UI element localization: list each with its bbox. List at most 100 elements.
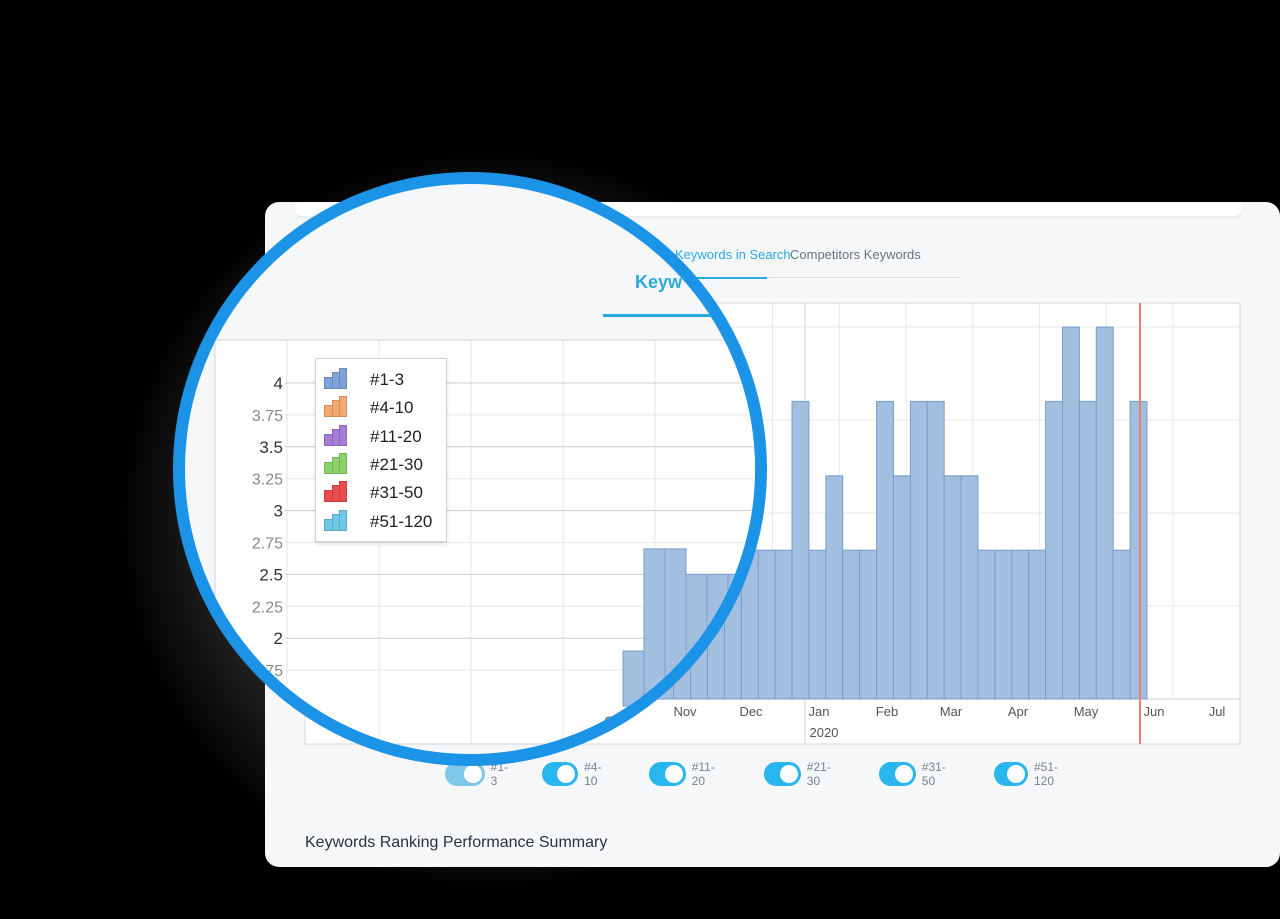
bar-chart-icon — [322, 452, 347, 475]
bar — [859, 549, 878, 700]
bar — [1129, 400, 1148, 700]
x-tick-label: Jun — [1144, 704, 1165, 719]
bar — [757, 549, 776, 700]
y-tick-label: 3.75 — [252, 408, 283, 425]
y-tick-label: 3 — [274, 502, 283, 521]
bar-chart-icon — [322, 368, 347, 390]
bar — [1028, 549, 1047, 700]
bar — [977, 549, 996, 700]
summary-title: Keywords Ranking Performance Summary — [305, 834, 608, 851]
bar — [1078, 400, 1097, 700]
toggle-knob — [779, 765, 798, 783]
legend-label: #31-50 — [370, 483, 423, 503]
zoomed-tab-indicator — [603, 314, 743, 317]
bar-chart-icon — [322, 509, 347, 532]
tab-bar: Keywords in Search Competitors Keywords — [265, 202, 1280, 302]
toggle-range-11-20[interactable]: #11-20 — [649, 760, 722, 788]
bar — [994, 549, 1013, 700]
tab-competitors-keywords[interactable]: Competitors Keywords — [790, 247, 921, 262]
zoomed-chart: 4 3.75 3.5 3.25 3 2.75 2.5 2.25 2 1.75 Oct — [214, 339, 755, 745]
legend-label: #51-120 — [370, 511, 433, 531]
zoom-bar — [622, 650, 645, 707]
bar — [926, 400, 945, 700]
tab-underline — [767, 277, 961, 278]
x-tick-label: Feb — [876, 704, 898, 719]
bar — [960, 475, 979, 700]
zoom-bar — [664, 548, 687, 707]
tab-keywords-in-search[interactable]: Keywords in Search — [675, 247, 791, 262]
toggle-label: #21-30 — [806, 760, 831, 788]
y-tick-label: 2.25 — [252, 599, 283, 616]
x-tick-label: Jul — [1209, 704, 1226, 719]
toggle-range-4-10[interactable]: #4-10 — [542, 760, 609, 788]
active-tab-indicator — [665, 277, 767, 279]
x-tick-label: Apr — [1008, 704, 1029, 719]
toggle-knob — [1007, 765, 1025, 783]
icon-bar — [339, 424, 347, 446]
magnifier-zoom: 4 3.75 3.5 3.25 3 2.75 2.5 2.25 2 1.75 Oct Keyw #1… — [173, 172, 767, 766]
legend-item: #51-120 — [322, 509, 433, 533]
icon-bar — [339, 368, 347, 389]
legend-item: #11-20 — [322, 424, 422, 448]
y-tick-label: 1.75 — [252, 663, 283, 680]
legend-label: #1-3 — [370, 370, 405, 389]
bar-chart-icon — [322, 481, 347, 503]
y-tick-label: 3.5 — [259, 438, 283, 457]
x-tick-label: Mar — [940, 704, 963, 719]
icon-bar — [339, 481, 347, 503]
y-tick-label: 2.5 — [259, 565, 283, 584]
zoom-bar — [706, 573, 729, 707]
legend-item: #1-3 — [322, 368, 405, 391]
bar — [825, 475, 844, 700]
chart-legend: #1-3 #4-10 #11-20 #21-30 #31-50 #51-120 — [315, 358, 447, 542]
toggle-switch[interactable] — [649, 762, 686, 786]
bar — [774, 549, 793, 700]
legend-label: #4-10 — [370, 398, 414, 418]
bar — [909, 400, 928, 700]
toggle-switch[interactable] — [542, 762, 579, 786]
bar-chart-icon — [322, 424, 347, 447]
toggle-range-21-30[interactable]: #21-30 — [764, 760, 838, 788]
bar — [943, 475, 962, 700]
toggle-knob — [557, 765, 576, 783]
toggle-range-51-120[interactable]: #51-120 — [994, 760, 1068, 788]
toggle-range-31-50[interactable]: #31-50 — [879, 760, 953, 788]
toggle-knob — [463, 765, 482, 783]
toggle-switch[interactable] — [764, 762, 801, 786]
zoom-x-tick-label: Oct — [604, 713, 626, 729]
legend-item: #21-30 — [322, 452, 423, 476]
zoom-bar — [727, 573, 750, 707]
icon-bar — [339, 452, 347, 474]
y-tick-label: 4 — [274, 374, 283, 393]
toggle-switch[interactable] — [445, 762, 485, 786]
toggle-switch[interactable] — [994, 762, 1028, 786]
legend-item: #31-50 — [322, 481, 423, 504]
legend-item: #4-10 — [322, 396, 414, 419]
bar — [1112, 549, 1131, 700]
bar — [842, 549, 861, 700]
zoom-bar — [685, 573, 708, 707]
toggle-switch[interactable] — [879, 762, 916, 786]
zoom-bar — [748, 599, 755, 707]
legend-label: #21-30 — [370, 454, 423, 474]
toggle-label: #11-20 — [691, 760, 715, 788]
bar — [1061, 326, 1080, 700]
bar — [808, 549, 827, 700]
toggle-label: #4-10 — [584, 760, 602, 788]
bar — [1011, 549, 1030, 700]
y-tick-label: 3.25 — [252, 472, 283, 489]
toggle-label: #51-120 — [1034, 760, 1059, 788]
y-tick-label: 2.75 — [252, 536, 283, 553]
bar — [1045, 400, 1063, 700]
zoom-bar — [643, 548, 666, 707]
bar — [876, 400, 894, 700]
x-year-label: 2020 — [810, 725, 839, 740]
y-tick-label: 2 — [274, 629, 283, 648]
legend-label: #11-20 — [370, 426, 422, 446]
toggle-knob — [894, 765, 913, 783]
toggle-knob — [664, 765, 683, 783]
icon-bar — [339, 509, 347, 531]
toggle-label: #31-50 — [921, 760, 946, 788]
x-tick-label: May — [1074, 704, 1099, 719]
icon-bar — [339, 396, 347, 418]
